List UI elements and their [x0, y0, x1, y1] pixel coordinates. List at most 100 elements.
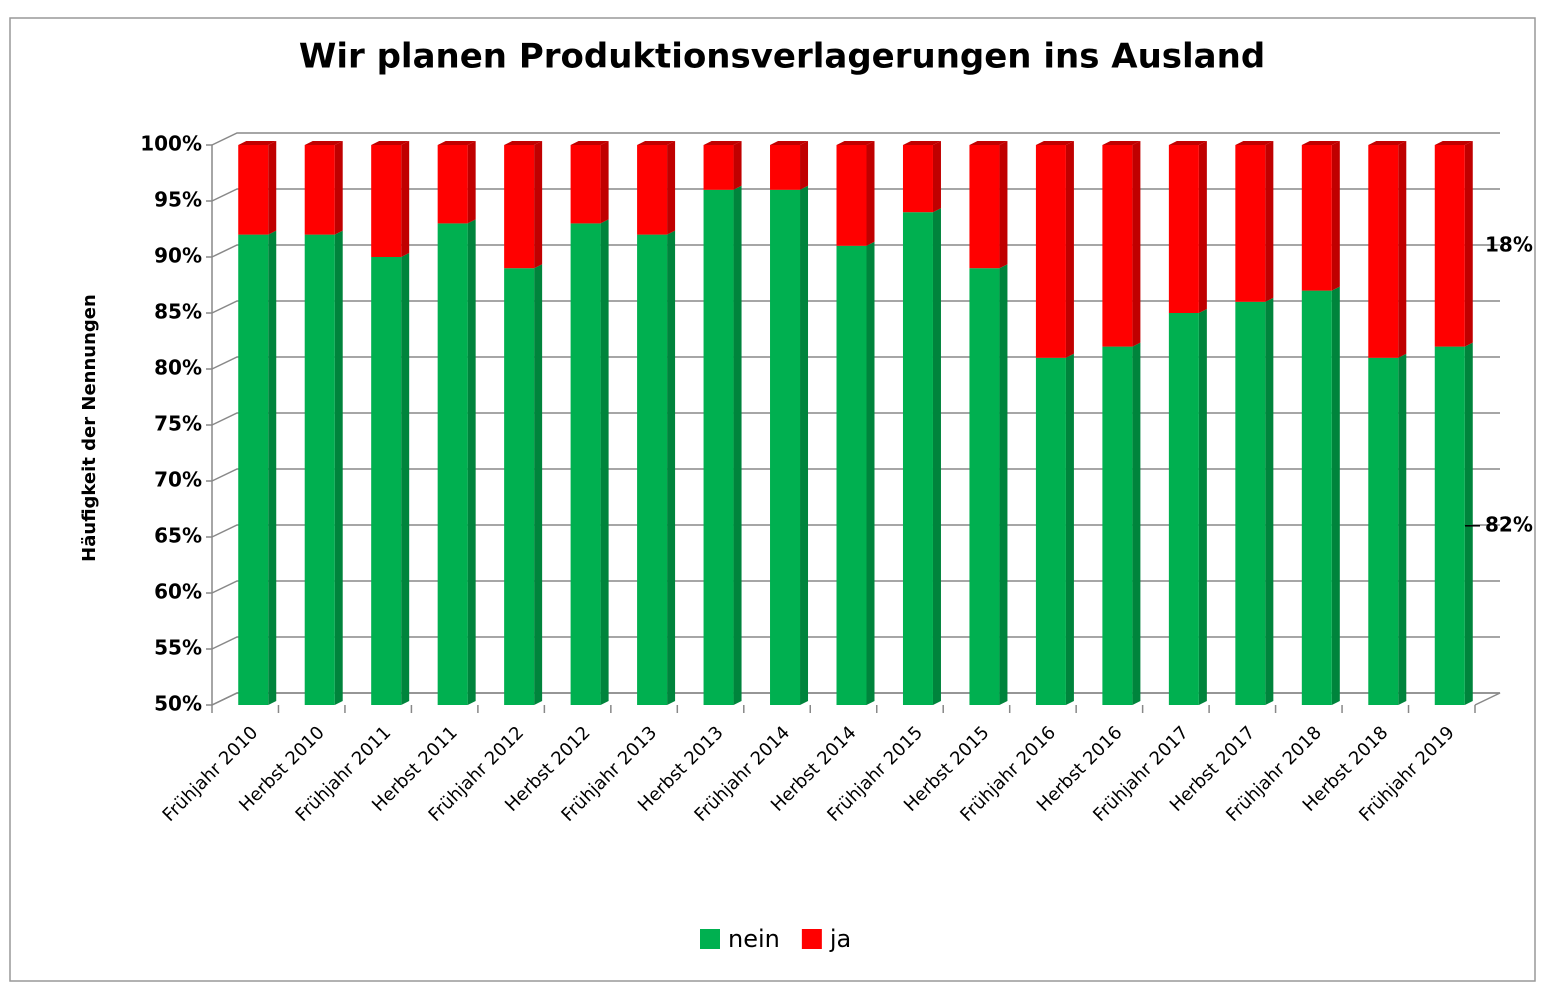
bar — [1368, 357, 1399, 705]
bar-top — [637, 141, 676, 145]
bar — [1102, 145, 1133, 347]
bar-side — [800, 185, 809, 706]
bar-side — [334, 141, 343, 235]
grid-line — [211, 412, 1500, 426]
bar-side — [268, 230, 277, 705]
bar-side — [1065, 141, 1074, 358]
bar — [1235, 145, 1266, 302]
bar-side — [534, 141, 543, 269]
y-tick-label: 75% — [154, 412, 202, 436]
bar — [770, 145, 801, 190]
grid-line — [211, 188, 1500, 202]
bar — [304, 145, 335, 235]
y-tick-label: 55% — [154, 636, 202, 660]
bar — [1035, 357, 1066, 705]
y-tick-label: 70% — [154, 468, 202, 492]
bar-top — [304, 141, 343, 145]
bar — [637, 145, 668, 235]
bar — [902, 145, 933, 213]
bar-side — [1331, 286, 1340, 705]
grid-line — [211, 300, 1500, 314]
bar — [371, 145, 402, 257]
bar — [1301, 145, 1332, 291]
bar — [637, 234, 668, 705]
bar-top — [836, 141, 875, 145]
grid-line — [211, 468, 1500, 482]
bar-top — [1035, 141, 1074, 145]
bar — [902, 212, 933, 705]
bar-side — [667, 141, 676, 235]
bar-top — [504, 141, 543, 145]
y-tick-label: 95% — [154, 188, 202, 212]
bar — [770, 189, 801, 706]
data-label: 82% — [1485, 512, 1533, 536]
bar-side — [1331, 141, 1340, 291]
legend-swatch — [700, 929, 720, 949]
grid-line — [211, 356, 1500, 370]
grid-line — [211, 636, 1500, 650]
bar-side — [1132, 342, 1141, 705]
bar — [504, 145, 535, 269]
bar-top — [1235, 141, 1274, 145]
bar — [238, 145, 269, 235]
bar-side — [733, 185, 742, 706]
bar-side — [534, 264, 543, 705]
grid-line — [211, 524, 1500, 538]
bar — [304, 234, 335, 705]
bar-top — [1102, 141, 1141, 145]
bar — [238, 234, 269, 705]
bar-top — [770, 141, 809, 145]
bar-side — [1265, 141, 1274, 302]
bar — [504, 268, 535, 705]
y-tick-label: 85% — [154, 300, 202, 324]
bar-side — [467, 141, 476, 224]
bar-top — [371, 141, 410, 145]
bar — [703, 189, 734, 706]
bar-side — [999, 141, 1008, 269]
bar-top — [1168, 141, 1207, 145]
bar-top — [703, 141, 742, 145]
bar-top — [969, 141, 1008, 145]
bar-side — [1265, 297, 1274, 705]
bar — [1368, 145, 1399, 358]
y-tick-label: 65% — [154, 524, 202, 548]
bar-side — [401, 253, 410, 705]
bar-side — [1198, 141, 1207, 313]
bar-side — [733, 141, 742, 190]
y-tick-label: 100% — [140, 132, 202, 156]
bar-side — [401, 141, 410, 257]
bar-top — [1301, 141, 1340, 145]
bar-top — [902, 141, 941, 145]
legend-label: ja — [829, 925, 851, 953]
bar-side — [1464, 141, 1473, 347]
legend-swatch — [801, 929, 822, 949]
data-label: 18% — [1485, 232, 1533, 256]
bar-side — [600, 219, 609, 705]
bar-side — [1065, 353, 1074, 705]
bar-side — [1398, 141, 1407, 358]
bar-side — [1398, 353, 1407, 705]
bar-side — [334, 230, 343, 705]
bar-side — [932, 141, 941, 213]
bar-side — [1464, 342, 1473, 705]
grid-line — [211, 132, 1500, 146]
y-tick-label: 60% — [154, 580, 202, 604]
grid-line — [211, 244, 1500, 258]
bar-side — [932, 208, 941, 705]
bar — [703, 145, 734, 190]
bar — [836, 245, 867, 706]
chart-title: Wir planen Produktionsverlagerungen ins … — [299, 37, 1265, 77]
bar — [1434, 346, 1465, 705]
y-tick-label: 50% — [154, 692, 202, 716]
bar-top — [238, 141, 277, 145]
bar — [437, 145, 468, 224]
bar-side — [866, 141, 875, 246]
bar-side — [866, 241, 875, 706]
bar-side — [1198, 309, 1207, 705]
bar-side — [667, 230, 676, 705]
bar-top — [1434, 141, 1473, 145]
bar — [969, 268, 1000, 705]
bar — [371, 257, 402, 705]
bar — [570, 145, 601, 224]
